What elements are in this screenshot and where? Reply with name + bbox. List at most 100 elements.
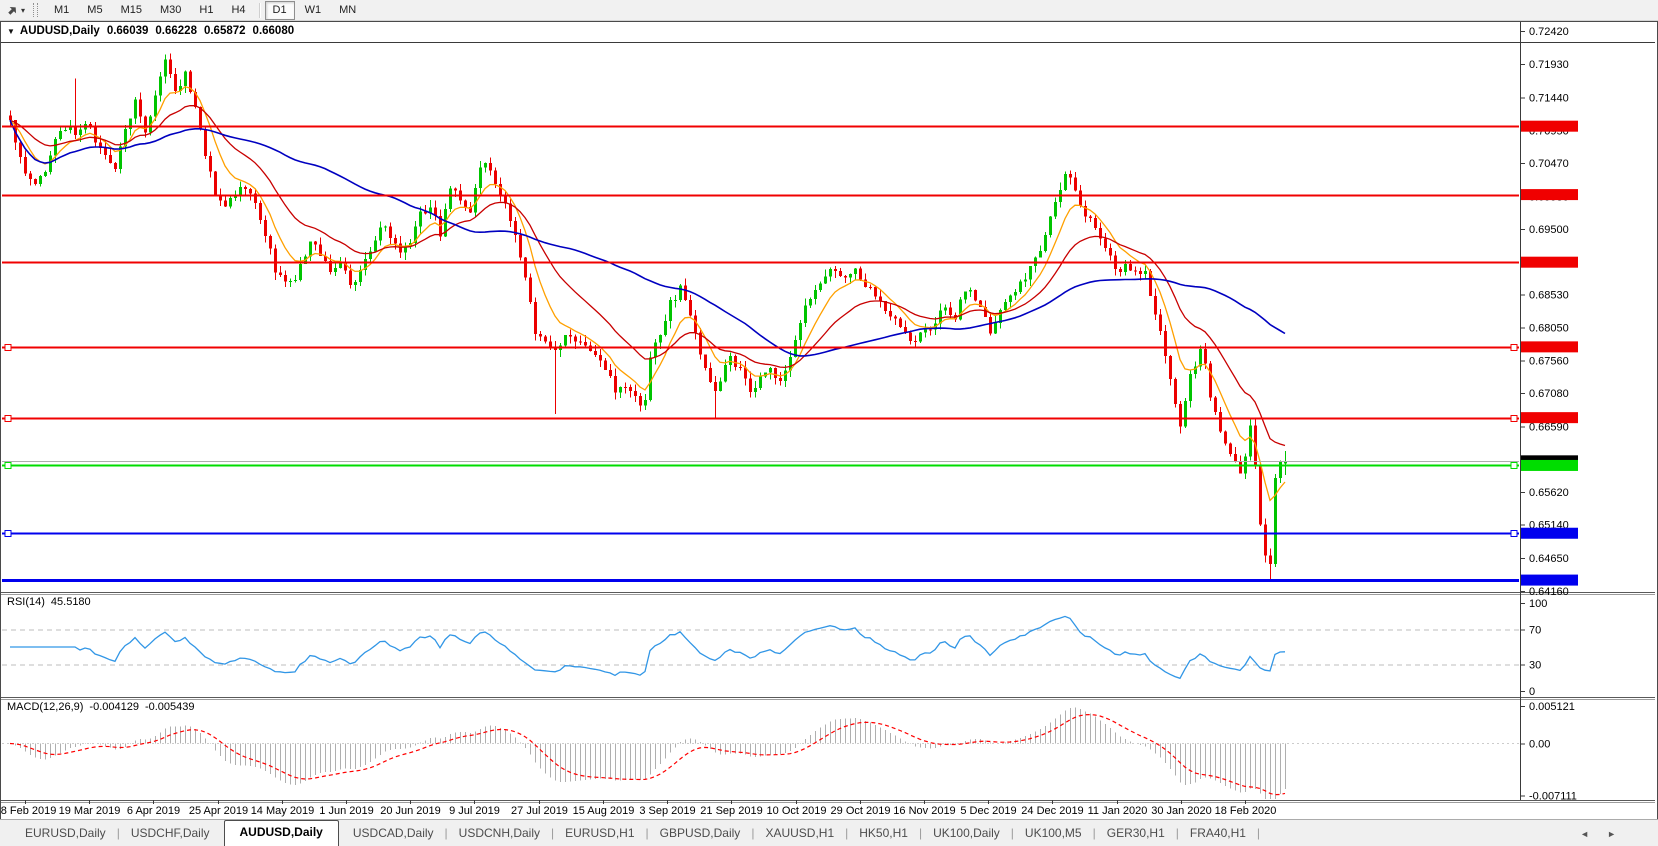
date-axis-tick: 6 Apr 2019 [127, 805, 180, 817]
price-axis-tick: 0.69500 [1529, 224, 1569, 236]
timeframe-button-D1[interactable]: D1 [264, 0, 295, 20]
price-axis-tick: 0.71930 [1529, 59, 1569, 71]
tab-separator: | [1175, 826, 1179, 840]
medium-ma-line [9, 104, 1286, 447]
date-axis-tick: 25 Apr 2019 [189, 805, 248, 817]
rsi-axis-tick: 30 [1529, 660, 1541, 672]
chart-symbol-label: AUDUSD,Daily [19, 25, 100, 37]
macd-histogram [15, 707, 1286, 799]
macd-main-value: -0.004129 [89, 701, 139, 713]
level-drag-handle[interactable] [4, 462, 12, 469]
price-level-badge [1521, 256, 1578, 268]
chart-mode-icon[interactable] [6, 4, 19, 17]
toolbar-separator [258, 2, 260, 18]
price-axis-tick: 0.64160 [1529, 586, 1569, 598]
tab-scroll-left-button[interactable]: ◄ [1580, 829, 1590, 839]
price-axis-tick: 0.72420 [1529, 26, 1569, 38]
rsi-axis-tick: 70 [1529, 624, 1541, 636]
macd-signal-value: -0.005439 [144, 701, 195, 713]
price-axis-tick: 0.64650 [1529, 553, 1569, 565]
price-level-badge [1521, 574, 1578, 586]
level-drag-handle[interactable] [4, 530, 12, 537]
ohlc-close-value: 0.66080 [252, 25, 295, 37]
date-axis-tick: 18 Feb 2020 [1215, 805, 1277, 817]
macd-signal-line [9, 713, 1286, 796]
timeframe-button-M15[interactable]: M15 [120, 4, 142, 16]
chart-tabs: EURUSD,Daily | USDCHF,Daily AUDUSD,Daily USD… [14, 820, 1260, 846]
level-drag-handle[interactable] [1510, 530, 1518, 537]
chart-tab-xauusd-h1[interactable]: XAUUSD,H1 [765, 826, 835, 840]
date-axis-tick: 27 Jul 2019 [511, 805, 568, 817]
rsi-indicator-label: RSI(14) 45.5180 [7, 596, 91, 608]
date-axis-tick: 10 Oct 2019 [767, 805, 827, 817]
tab-scroll-arrows: ◄ ► [1580, 829, 1616, 846]
timeframe-button-M5[interactable]: M5 [87, 4, 103, 16]
chart-tab-eurusd-h1[interactable]: EURUSD,H1 [565, 826, 635, 840]
macd-name: MACD(12,26,9) [7, 701, 84, 713]
chart-tab-uk100-daily[interactable]: UK100,Daily [933, 826, 1000, 840]
level-drag-handle[interactable] [1510, 344, 1518, 351]
symbol-dropdown-icon[interactable]: ▼ [7, 26, 15, 36]
level-drag-handle[interactable] [4, 344, 12, 351]
tab-separator: | [1092, 826, 1096, 840]
date-axis-tick: 19 Mar 2019 [59, 805, 121, 817]
chart-tab-usdcad-daily[interactable]: USDCAD,Daily [352, 826, 434, 840]
price-axis-tick: 0.65620 [1529, 487, 1569, 499]
timeframe-button-H1[interactable]: H1 [199, 4, 214, 16]
chart-tab-usdchf-daily[interactable]: USDCHF,Daily [130, 826, 210, 840]
timeframe-button-M1[interactable]: M1 [54, 4, 70, 16]
price-axis-tick: 0.66590 [1529, 421, 1569, 433]
ohlc-high-value: 0.66228 [155, 25, 197, 37]
price-level-badge [1521, 120, 1578, 132]
tab-separator: | [645, 826, 649, 840]
chart-tab-hk50-h1[interactable]: HK50,H1 [859, 826, 908, 840]
level-drag-handle[interactable] [4, 415, 12, 422]
date-axis-tick: 3 Sep 2019 [639, 805, 695, 817]
chart-tab-eurusd-daily[interactable]: EURUSD,Daily [25, 826, 106, 840]
level-drag-handle[interactable] [1510, 415, 1518, 422]
slow-ma-line [9, 119, 1286, 357]
timeframe-button-group: M1 M5 M15 M30 H1 H4 D1 W1 MN [45, 0, 365, 20]
toolbar-grip [33, 3, 39, 17]
date-axis-tick: 1 Jun 2019 [319, 805, 373, 817]
date-axis-tick: 30 Jan 2020 [1151, 805, 1212, 817]
macd-indicator-label: MACD(12,26,9) -0.004129 -0.005439 [7, 701, 195, 713]
rsi-axis-tick: 100 [1529, 598, 1547, 610]
chart-tab-usdcnh-daily[interactable]: USDCNH,Daily [458, 826, 541, 840]
level-drag-handle[interactable] [1510, 462, 1518, 469]
date-axis-tick: 15 Aug 2019 [573, 805, 635, 817]
date-axis-tick: 20 Jun 2019 [380, 805, 441, 817]
tab-scroll-right-button[interactable]: ► [1607, 829, 1616, 839]
chart-tab-uk100-m5[interactable]: UK100,M5 [1024, 826, 1082, 840]
price-axis-tick: 0.68530 [1529, 290, 1569, 302]
tab-separator: | [918, 826, 923, 840]
rsi-name: RSI(14) [7, 596, 45, 608]
chart-tab-gbpusd-daily[interactable]: GBPUSD,Daily [659, 826, 741, 840]
date-axis-tick: 14 May 2019 [251, 805, 315, 817]
ohlc-open-value: 0.66039 [106, 25, 149, 37]
chart-title-bar: ▼ AUDUSD,Daily 0.66039 0.66228 0.65872 0… [7, 25, 299, 37]
chart-window-frame [0, 21, 1658, 820]
toolbar-dropdown-caret-icon[interactable]: ▾ [21, 5, 26, 15]
date-axis-tick: 11 Jan 2020 [1088, 805, 1148, 817]
price-axis-tick: 0.71440 [1529, 92, 1569, 104]
ohlc-low-value: 0.65872 [203, 25, 246, 37]
date-axis-tick: 16 Nov 2019 [893, 805, 955, 817]
date-axis-tick: 5 Dec 2019 [960, 805, 1016, 817]
timeframe-button-M30[interactable]: M30 [159, 4, 182, 16]
chart-tab-audusd-daily[interactable]: AUDUSD,Daily [223, 820, 339, 846]
price-axis-tick: 0.70470 [1529, 158, 1569, 170]
macd-axis-tick: 0.005121 [1529, 701, 1575, 713]
chart-tab-fra40-h1[interactable]: FRA40,H1 [1189, 826, 1246, 840]
tab-separator: | [1010, 826, 1014, 840]
timeframe-button-H4[interactable]: H4 [231, 4, 246, 16]
rsi-value: 45.5180 [50, 596, 91, 608]
chart-tab-ger30-h1[interactable]: GER30,H1 [1106, 826, 1165, 840]
macd-axis-tick: 0.00 [1529, 739, 1550, 751]
candlestick-series [9, 53, 1287, 579]
timeframe-button-W1[interactable]: W1 [304, 4, 322, 16]
date-axis-tick: 21 Sep 2019 [700, 805, 762, 817]
date-axis-tick: 29 Oct 2019 [831, 805, 891, 817]
timeframe-button-MN[interactable]: MN [339, 4, 357, 16]
